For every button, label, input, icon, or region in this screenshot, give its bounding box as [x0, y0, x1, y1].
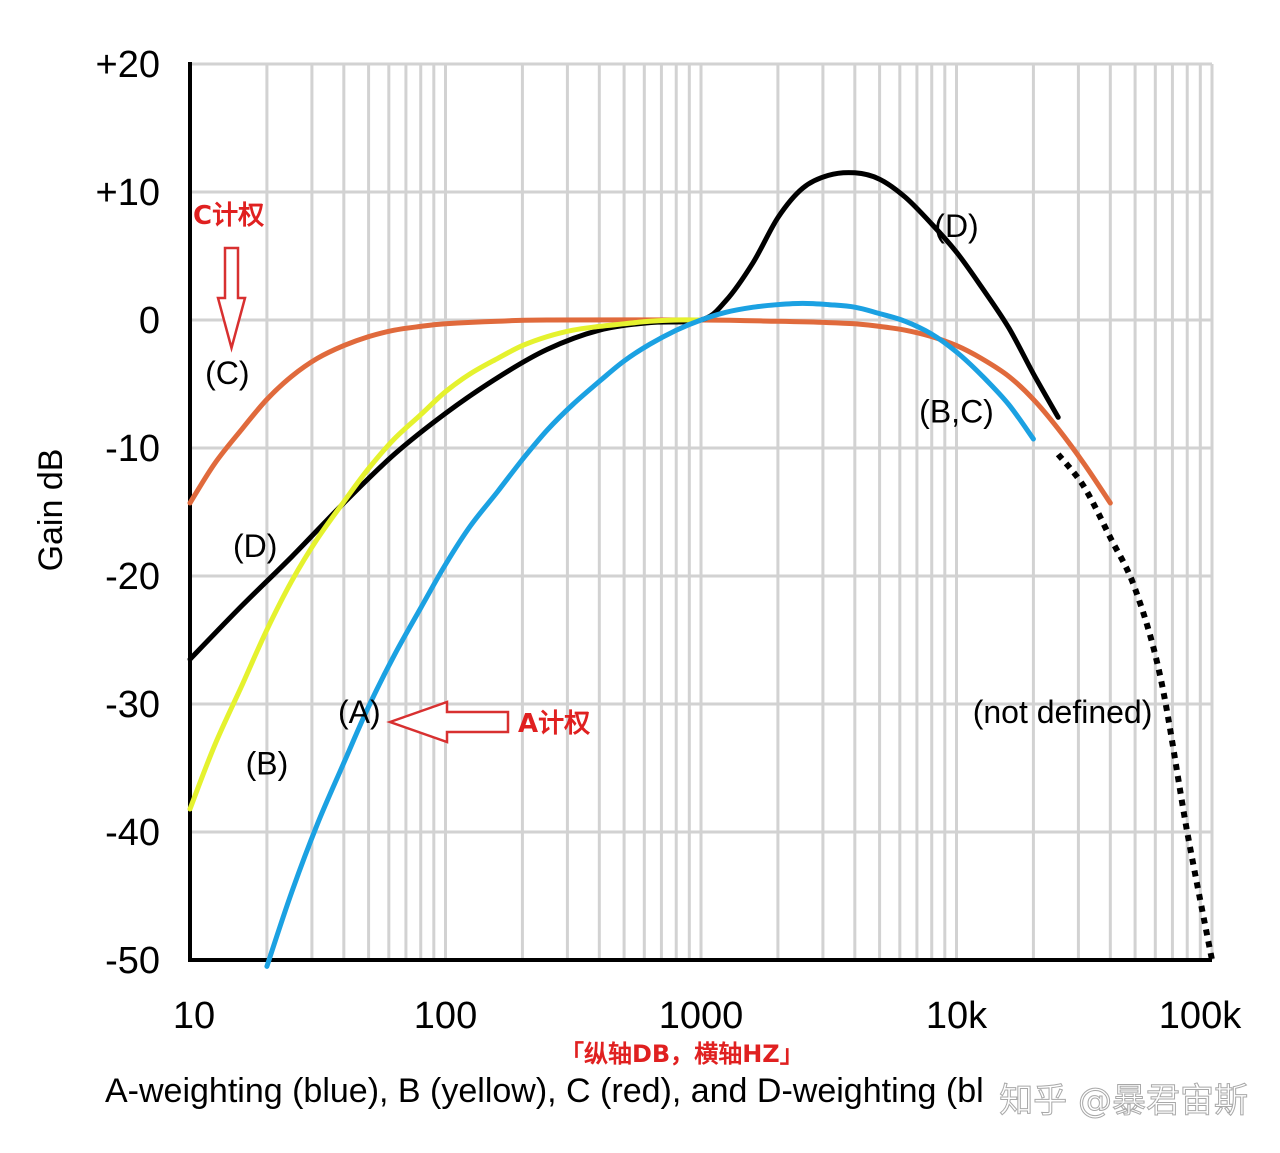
y-tick-label: -50 — [105, 940, 160, 982]
c-weighting-arrow-icon — [216, 246, 247, 353]
series-annotation: (A) — [338, 694, 381, 730]
axis-units-note: 「纵轴DB，横轴HZ」 — [560, 1040, 804, 1068]
series-annotation: (D) — [233, 528, 277, 564]
x-tick-label: 10 — [173, 995, 215, 1037]
y-tick-label: -20 — [105, 556, 160, 598]
y-tick-label: 0 — [139, 300, 160, 342]
x-tick-label: 100k — [1159, 995, 1242, 1037]
y-tick-label: +10 — [96, 172, 160, 214]
c-weighting-note: C计权 — [193, 201, 264, 231]
series-annotation: (B) — [246, 745, 289, 781]
series-annotation: (B,C) — [919, 393, 994, 429]
chart-caption: A-weighting (blue), B (yellow), C (red),… — [105, 1072, 984, 1110]
y-axis-label: Gain dB — [32, 449, 70, 572]
a-weighting-arrow-icon — [386, 700, 510, 744]
series — [187, 170, 1215, 969]
series-annotation: (not defined) — [973, 694, 1153, 730]
series-line-a — [264, 300, 1036, 969]
grid — [190, 62, 1214, 960]
x-tick-label: 1000 — [659, 995, 744, 1037]
x-tick-label: 100 — [414, 995, 477, 1037]
y-tick-label: +20 — [96, 44, 160, 86]
annotations: (D) (C) (B,C) (D) (A) (B) (not defined) — [205, 208, 1152, 782]
series-line-d — [187, 170, 1061, 662]
series-line-b — [187, 317, 704, 812]
watermark: 知乎 @暴君宙斯 — [999, 1081, 1248, 1121]
tick-labels: +20 +10 0 -10 -20 -30 -40 -50 10 100 1000 10k 100k — [96, 44, 1243, 1037]
series-annotation: (C) — [205, 355, 249, 391]
axes — [188, 62, 1212, 962]
y-tick-label: -10 — [105, 428, 160, 470]
y-tick-label: -30 — [105, 684, 160, 726]
series-annotation: (D) — [934, 208, 978, 244]
a-weighting-note: A计权 — [518, 709, 590, 739]
x-tick-label: 10k — [926, 995, 988, 1037]
y-tick-label: -40 — [105, 812, 160, 854]
